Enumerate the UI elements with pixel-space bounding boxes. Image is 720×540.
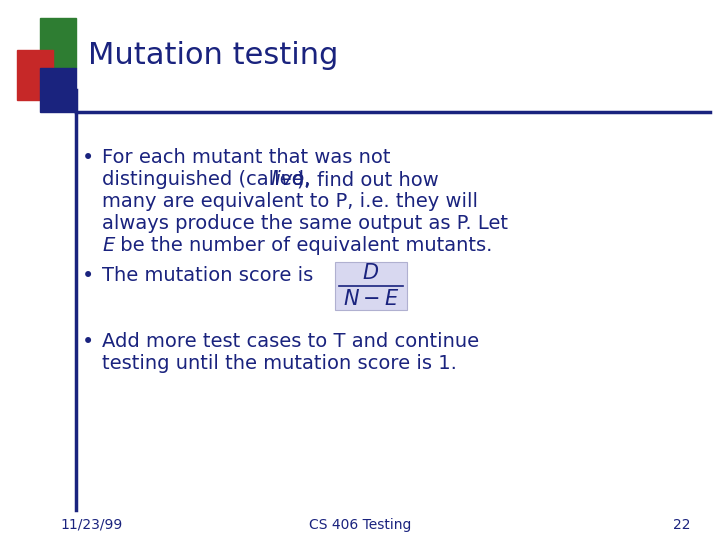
Text: •: • (82, 266, 94, 286)
Text: ), find out how: ), find out how (297, 170, 438, 189)
Text: E: E (102, 236, 114, 255)
Bar (40, 68, 76, 112)
Text: CS 406 Testing: CS 406 Testing (309, 518, 411, 532)
Text: For each mutant that was not: For each mutant that was not (102, 148, 390, 167)
Text: •: • (82, 332, 94, 352)
Text: testing until the mutation score is 1.: testing until the mutation score is 1. (102, 354, 457, 373)
Bar (335, 262, 407, 310)
Text: •: • (82, 148, 94, 168)
Text: live: live (270, 170, 305, 189)
Text: $D$: $D$ (362, 263, 379, 283)
Text: 22: 22 (672, 518, 690, 532)
Text: 11/23/99: 11/23/99 (60, 518, 122, 532)
Text: be the number of equivalent mutants.: be the number of equivalent mutants. (114, 236, 492, 255)
Text: distinguished (called,: distinguished (called, (102, 170, 316, 189)
Text: Mutation testing: Mutation testing (88, 40, 338, 70)
Text: always produce the same output as P. Let: always produce the same output as P. Let (102, 214, 508, 233)
Text: Add more test cases to T and continue: Add more test cases to T and continue (102, 332, 479, 351)
Text: The mutation score is: The mutation score is (102, 266, 313, 285)
Text: many are equivalent to P, i.e. they will: many are equivalent to P, i.e. they will (102, 192, 478, 211)
Bar (40, 18, 76, 68)
Bar (17, 50, 53, 100)
Text: $N-E$: $N-E$ (343, 289, 399, 309)
